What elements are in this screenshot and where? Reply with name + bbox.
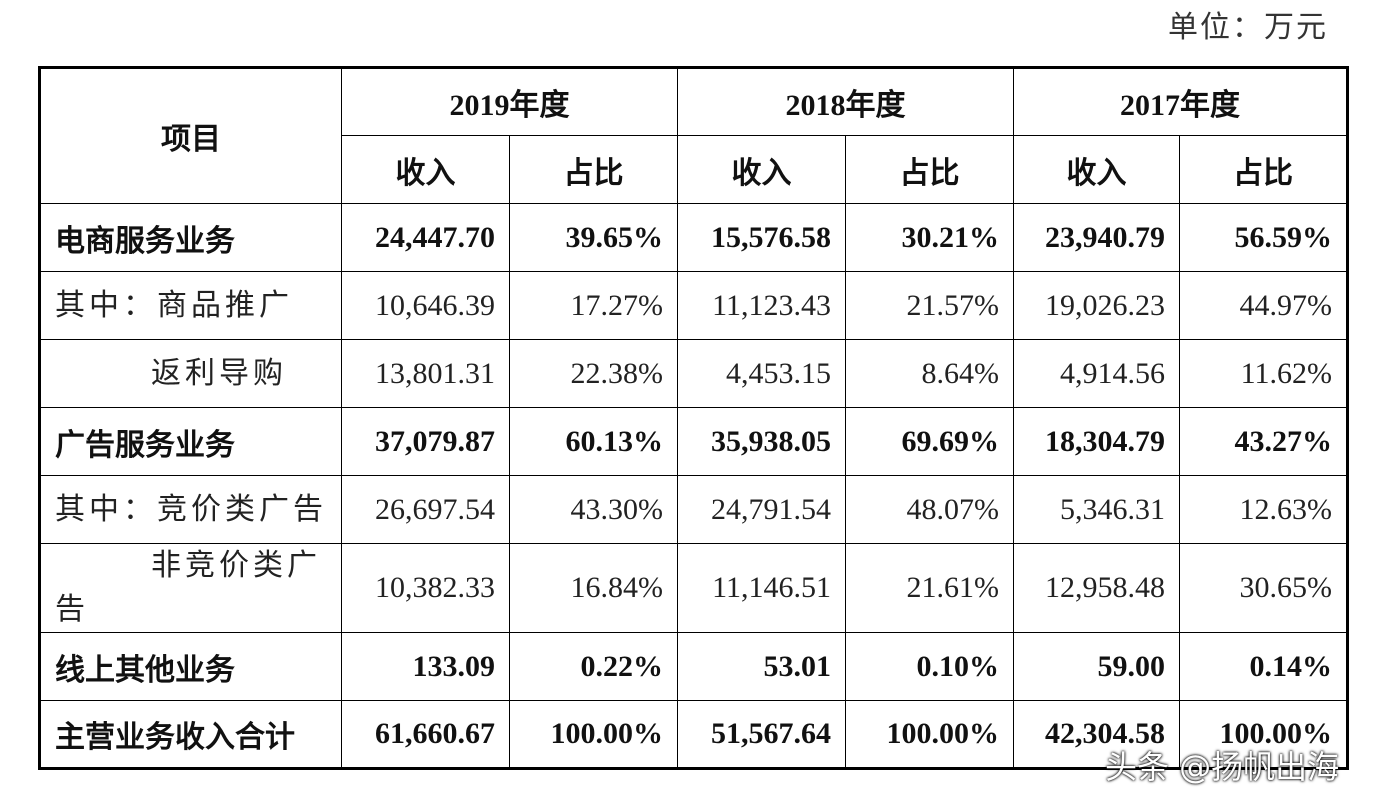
value-cell: 11,146.51 (677, 543, 846, 633)
row-label: 电商服务业务 (39, 203, 342, 272)
value-cell: 4,453.15 (677, 339, 846, 408)
table-row: 返利导购 13,801.31 22.38% 4,453.15 8.64% 4,914.56… (39, 339, 1348, 408)
row-label: 其中：商品推广 (39, 271, 342, 340)
row-label: 非竞价类广告 (39, 543, 342, 633)
value-cell: 51,567.64 (677, 700, 846, 769)
value-cell: 0.14% (1179, 632, 1348, 701)
value-cell: 44.97% (1179, 271, 1348, 340)
value-cell: 15,576.58 (677, 203, 846, 272)
value-cell: 8.64% (845, 339, 1014, 408)
value-cell: 30.21% (845, 203, 1014, 272)
subheader-cell: 占比 (509, 135, 678, 204)
value-cell: 24,447.70 (341, 203, 510, 272)
subheader-cell: 收入 (677, 135, 846, 204)
value-cell: 43.27% (1179, 407, 1348, 476)
value-cell: 30.65% (1179, 543, 1348, 633)
table-row: 线上其他业务 133.09 0.22% 53.01 0.10% 59.00 0.14% (39, 632, 1348, 701)
value-cell: 23,940.79 (1013, 203, 1180, 272)
value-cell: 43.30% (509, 475, 678, 544)
value-cell: 11,123.43 (677, 271, 846, 340)
row-label: 返利导购 (39, 339, 342, 408)
table-row: 非竞价类广告 10,382.33 16.84% 11,146.51 21.61% 12,9… (39, 543, 1348, 633)
value-cell: 0.22% (509, 632, 678, 701)
value-cell: 11.62% (1179, 339, 1348, 408)
value-cell: 21.57% (845, 271, 1014, 340)
subheader-cell: 收入 (341, 135, 510, 204)
value-cell: 0.10% (845, 632, 1014, 701)
table-row: 电商服务业务 24,447.70 39.65% 15,576.58 30.21% 23,9… (39, 203, 1348, 272)
header-row: 项目 2019年度 2018年度 2017年度 (39, 67, 1348, 204)
table-row: 广告服务业务 37,079.87 60.13% 35,938.05 69.69% 18,3… (39, 407, 1348, 476)
row-label: 主营业务收入合计 (39, 700, 342, 769)
value-cell: 10,646.39 (341, 271, 510, 340)
value-cell: 18,304.79 (1013, 407, 1180, 476)
value-cell: 26,697.54 (341, 475, 510, 544)
year-header: 2019年度 (341, 67, 678, 136)
subheader-cell: 收入 (1013, 135, 1180, 204)
value-cell: 22.38% (509, 339, 678, 408)
value-cell: 12,958.48 (1013, 543, 1180, 633)
value-cell: 5,346.31 (1013, 475, 1180, 544)
value-cell: 16.84% (509, 543, 678, 633)
row-label: 广告服务业务 (39, 407, 342, 476)
subheader-cell: 占比 (1179, 135, 1348, 204)
subheader-cell: 占比 (845, 135, 1014, 204)
value-cell: 39.65% (509, 203, 678, 272)
value-cell: 60.13% (509, 407, 678, 476)
year-header: 2018年度 (677, 67, 1014, 136)
year-header: 2017年度 (1013, 67, 1348, 136)
row-label: 其中：竞价类广告 (39, 475, 342, 544)
value-cell: 59.00 (1013, 632, 1180, 701)
value-cell: 4,914.56 (1013, 339, 1180, 408)
item-header: 项目 (39, 67, 342, 204)
row-label: 线上其他业务 (39, 632, 342, 701)
value-cell: 100.00% (845, 700, 1014, 769)
value-cell: 19,026.23 (1013, 271, 1180, 340)
value-cell: 35,938.05 (677, 407, 846, 476)
value-cell: 24,791.54 (677, 475, 846, 544)
value-cell: 61,660.67 (341, 700, 510, 769)
watermark: 头条 @扬帆出海 (1105, 748, 1340, 786)
value-cell: 56.59% (1179, 203, 1348, 272)
value-cell: 12.63% (1179, 475, 1348, 544)
value-cell: 21.61% (845, 543, 1014, 633)
table-row: 主营业务收入合计 61,660.67 100.00% 51,567.64 100.00%… (39, 700, 1348, 769)
value-cell: 53.01 (677, 632, 846, 701)
value-cell: 48.07% (845, 475, 1014, 544)
value-cell: 17.27% (509, 271, 678, 340)
table-row: 其中：竞价类广告 26,697.54 43.30% 24,791.54 48.07% 5,… (39, 475, 1348, 544)
value-cell: 10,382.33 (341, 543, 510, 633)
value-cell: 133.09 (341, 632, 510, 701)
value-cell: 100.00% (1179, 700, 1348, 769)
value-cell: 69.69% (845, 407, 1014, 476)
value-cell: 100.00% (509, 700, 678, 769)
table-row: 其中：商品推广 10,646.39 17.27% 11,123.43 21.57% 19,… (39, 271, 1348, 340)
unit-label: 单位：万元 (1168, 11, 1328, 44)
value-cell: 13,801.31 (341, 339, 510, 408)
value-cell: 37,079.87 (341, 407, 510, 476)
revenue-table: 项目 2019年度 2018年度 2017年度 收入 占比 收入 占比 收入 占比 电商服务业务 24… (38, 66, 1349, 770)
value-cell: 42,304.58 (1013, 700, 1180, 769)
